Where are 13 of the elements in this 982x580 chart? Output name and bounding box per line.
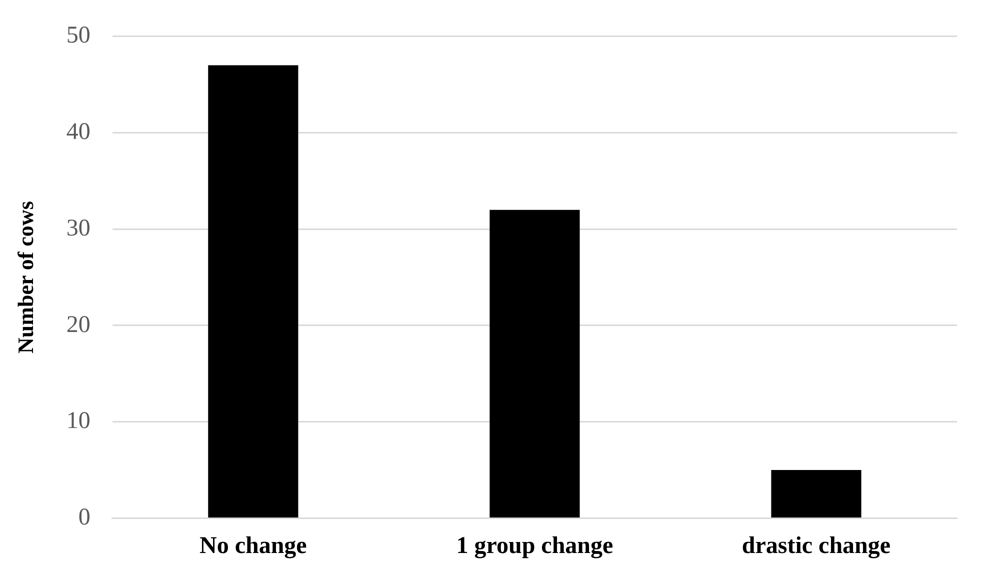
y-tick-label: 0 bbox=[78, 504, 90, 530]
bar bbox=[490, 210, 580, 518]
x-tick-label: drastic change bbox=[742, 532, 891, 559]
y-axis-title: Number of cows bbox=[12, 200, 38, 354]
bar bbox=[771, 470, 862, 518]
x-tick-label: No change bbox=[199, 532, 308, 559]
bar bbox=[208, 65, 298, 518]
y-tick-label: 10 bbox=[66, 408, 90, 434]
y-tick-label: 40 bbox=[66, 119, 90, 146]
y-tick-label: 50 bbox=[66, 22, 90, 49]
x-tick-label: 1 group change bbox=[456, 532, 614, 559]
y-tick-label: 20 bbox=[66, 312, 90, 338]
y-tick-label: 30 bbox=[66, 215, 90, 242]
